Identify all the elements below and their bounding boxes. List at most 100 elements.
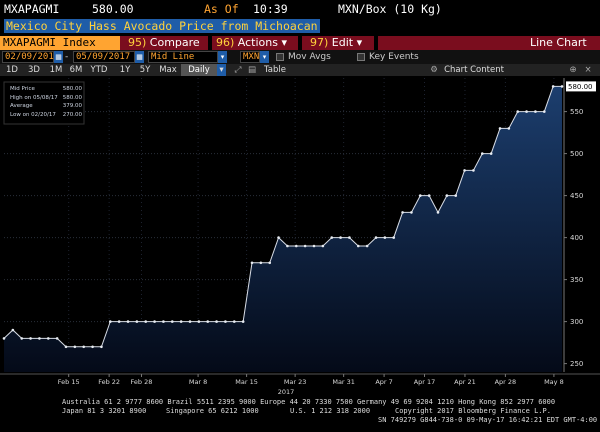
price-point (126, 320, 130, 323)
chart-controls: 02/09/2017 ▦ - 05/09/2017 ▦ Mid Line ▾ M… (0, 50, 600, 64)
price-point (188, 320, 192, 323)
chevron-down-icon[interactable]: ▾ (218, 51, 227, 63)
actions-button[interactable]: 96) Actions ▾ (216, 36, 287, 50)
price-point (312, 244, 316, 248)
chevron-down-icon[interactable]: ▾ (217, 64, 226, 76)
security-field[interactable]: MXAPAGMI Index (0, 36, 120, 50)
y-tick-label: 500 (570, 150, 583, 158)
chart-settings-icon[interactable]: ⚙ (430, 65, 438, 75)
line-type-select[interactable]: Mid Line (148, 51, 218, 63)
price-point (516, 110, 520, 113)
price-point (356, 244, 360, 248)
x-tick-label: Mar 31 (332, 378, 355, 386)
quote-time: 10:39 (253, 2, 288, 16)
price-point (170, 320, 174, 323)
price-point (250, 261, 254, 265)
edit-label: Edit (331, 36, 354, 49)
legend-mid-price-value: 580.00 (63, 86, 83, 92)
last-price-tag (566, 81, 596, 92)
close-icon[interactable]: × (584, 65, 592, 75)
price-point (232, 320, 236, 323)
key-events-checkbox[interactable] (357, 53, 365, 61)
calendar-icon[interactable]: ▦ (135, 51, 144, 63)
last-price-label: 580.00 (568, 83, 593, 91)
period-1y[interactable]: 1Y (119, 65, 131, 75)
price-point (162, 320, 165, 323)
ticker: MXAPAGMI (4, 2, 60, 16)
period-6m[interactable]: 6M (69, 65, 83, 75)
price-point (542, 110, 546, 113)
compare-label: Compare (149, 36, 200, 49)
period-max[interactable]: Max (159, 65, 177, 75)
table-button[interactable]: Table (264, 65, 286, 75)
price-point (135, 320, 139, 323)
price-unit: MXN/Box (10 Kg) (338, 2, 442, 16)
chart-content-button[interactable]: Chart Content (444, 65, 504, 75)
price-point (489, 152, 493, 155)
price-point (551, 85, 555, 88)
chevron-down-icon: ▾ (281, 36, 288, 49)
price-point (445, 194, 449, 197)
frequency-select[interactable]: Daily (181, 64, 217, 76)
legend-mid-price-label: Mid Price (10, 86, 36, 92)
price-point (117, 320, 121, 323)
period-3d[interactable]: 3D (28, 65, 40, 75)
price-point (197, 320, 201, 323)
security-description: Mexico City Hass Avocado Price from Mich… (4, 19, 320, 33)
last-price: 580.00 (92, 2, 134, 16)
period-5y[interactable]: 5Y (139, 65, 151, 75)
y-tick-label: 300 (570, 318, 583, 326)
calendar-icon[interactable]: ▦ (54, 51, 63, 63)
price-point (241, 320, 245, 323)
price-point (2, 337, 6, 340)
price-point (427, 194, 431, 197)
price-point (330, 236, 334, 239)
end-date-field[interactable]: 05/09/2017 (73, 51, 135, 63)
price-point (259, 261, 263, 265)
period-1d[interactable]: 1D (6, 65, 18, 75)
toolbar-divider (208, 36, 212, 50)
price-point (525, 110, 528, 113)
chevron-down-icon[interactable]: ▾ (260, 51, 269, 63)
start-date-field[interactable]: 02/09/2017 (2, 51, 59, 63)
price-chart[interactable]: 250 300 350 400 450 500 550 580.00 Feb 15 Feb 22… (0, 76, 600, 396)
function-toolbar: MXAPAGMI Index 95) Compare 96) Actions ▾… (0, 36, 600, 50)
price-points (2, 85, 564, 349)
chart-view-icon[interactable]: ⤢ (234, 65, 242, 75)
x-tick-label: May 8 (544, 378, 564, 386)
security-header: MXAPAGMI 580.00 As Of 10:39 MXN/Box (10 … (0, 0, 600, 18)
x-axis: Feb 15 Feb 22 Feb 28 Mar 8 Mar 15 Mar 23 Mar 3… (0, 373, 600, 396)
price-point (179, 320, 183, 323)
price-point (206, 320, 210, 323)
table-grid-icon: ▤ (247, 65, 257, 75)
price-point (374, 236, 378, 239)
price-point (82, 345, 86, 349)
y-axis: 250 300 350 400 450 500 550 580.00 (563, 78, 596, 372)
footer-japan: Japan 81 3 3201 8900 (62, 407, 147, 415)
price-point (153, 320, 156, 323)
zoom-icon[interactable]: ⊕ (569, 65, 577, 75)
price-area (3, 85, 562, 373)
legend-average-label: Average (10, 103, 33, 109)
footer-us: U.S. 1 212 318 2000 (290, 407, 371, 415)
period-1m[interactable]: 1M (49, 65, 63, 75)
price-point (38, 337, 41, 340)
legend-low-label: Low on 02/20/17 (10, 112, 56, 118)
compare-button[interactable]: 95) Compare (128, 36, 200, 50)
x-tick-label: Mar 8 (189, 378, 207, 386)
price-point (224, 320, 227, 323)
toolbar-divider (374, 36, 378, 50)
price-point (454, 194, 458, 197)
y-tick-label: 250 (570, 360, 583, 368)
price-point (401, 211, 404, 214)
footer-session-info: SN 749279 G844-738-0 09-May-17 16:42:21 … (378, 416, 598, 424)
as-of-label: As Of (204, 2, 239, 16)
actions-label: Actions (237, 36, 278, 49)
price-point (436, 211, 440, 214)
price-point (321, 244, 325, 248)
period-ytd[interactable]: YTD (90, 65, 108, 75)
price-point (277, 236, 280, 239)
edit-button[interactable]: 97) Edit ▾ (310, 36, 362, 50)
currency-select[interactable]: MXN (240, 51, 260, 63)
mov-avgs-checkbox[interactable] (276, 53, 284, 61)
